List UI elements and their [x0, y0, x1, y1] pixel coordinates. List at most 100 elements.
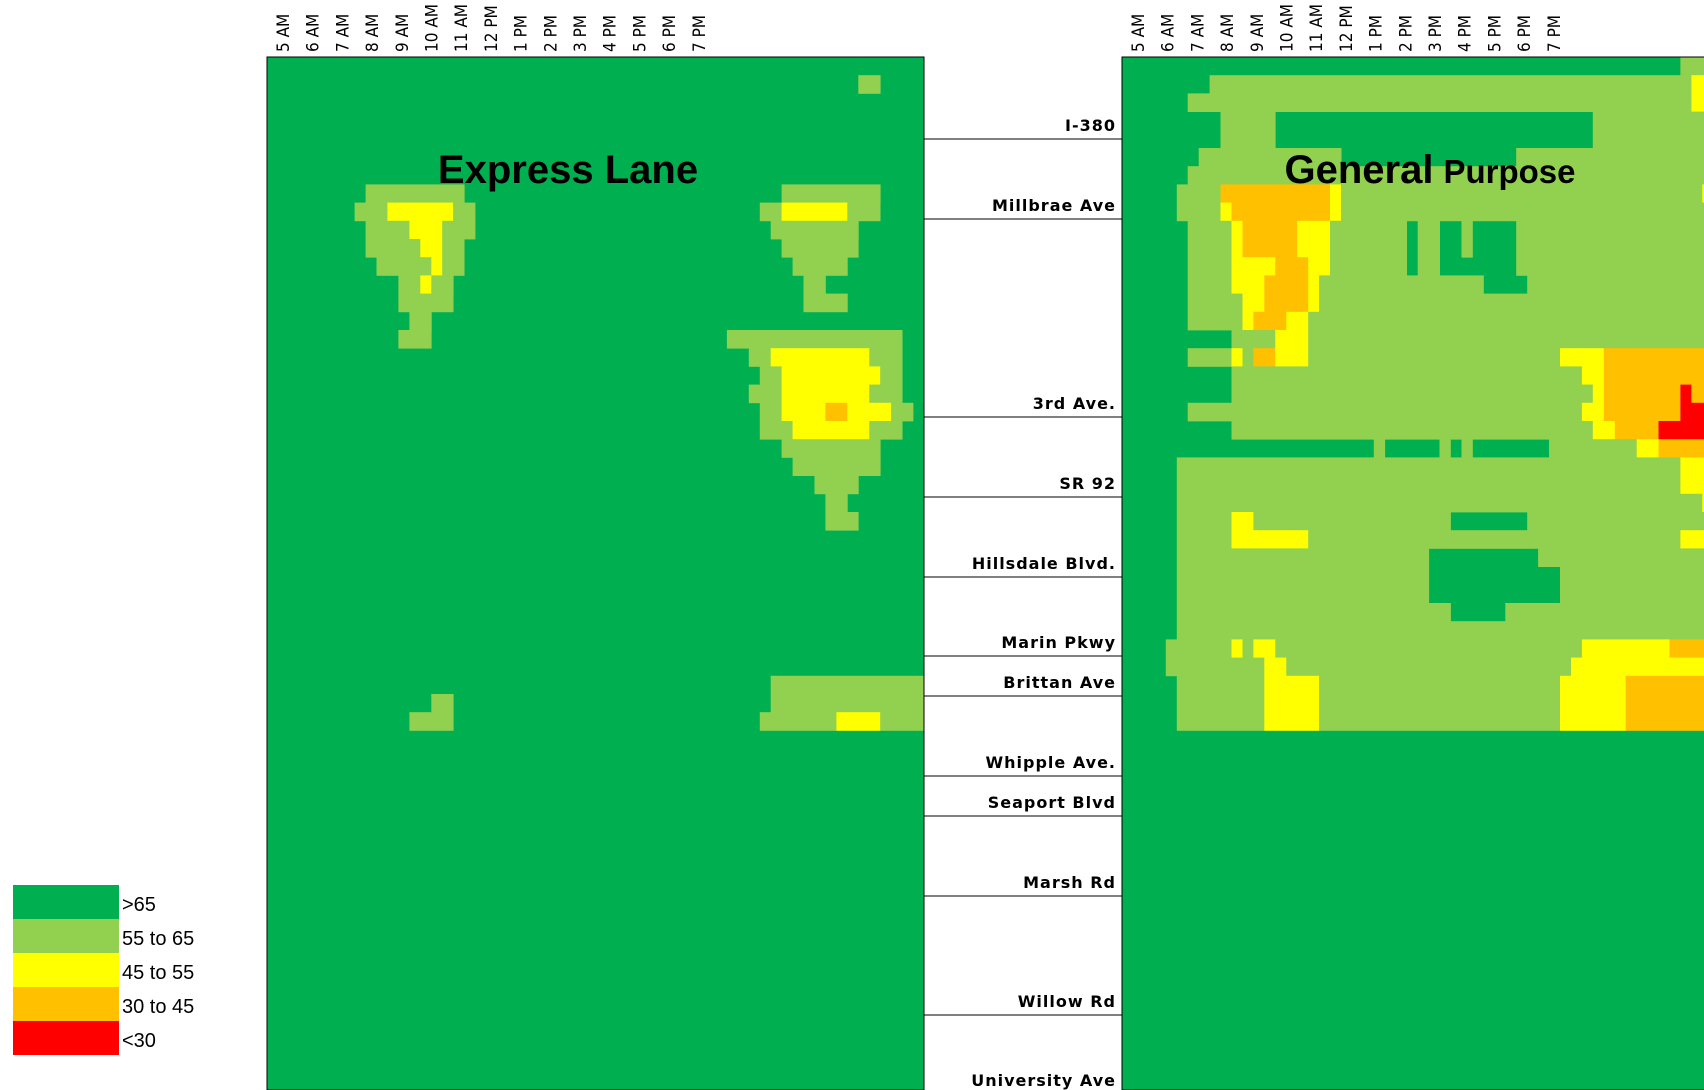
heatmap-cell	[1176, 675, 1265, 695]
heatmap-cell	[1275, 639, 1583, 658]
legend-label: >65	[122, 894, 156, 916]
heatmap-cell	[1253, 512, 1451, 531]
heatmap-cell	[1275, 257, 1309, 276]
heatmap-cell	[1560, 584, 1704, 604]
general-purpose-panel: 5 AM 6 AM 7 AM 8 AM 9 AM 10 AM 11 AM 12 PM 1 PM 2…	[1121, 4, 1704, 1090]
heatmap-cell	[1680, 57, 1704, 76]
panel-title-bold: Express Lane	[438, 148, 698, 192]
heatmap-cell	[1603, 384, 1681, 404]
time-tick-label: 10 AM	[1278, 4, 1298, 52]
heatmap-cell	[814, 475, 859, 495]
legend-label: <30	[122, 1030, 156, 1052]
panel-border	[1121, 56, 1704, 1090]
heatmap-cell	[1527, 512, 1704, 531]
heatmap-cell	[836, 712, 881, 731]
heatmap-cell	[1560, 694, 1627, 713]
time-tick-label: 6 PM	[660, 15, 680, 52]
heatmap-cell	[1308, 257, 1331, 276]
time-tick-label: 8 AM	[363, 14, 383, 52]
heatmap-cell	[1231, 202, 1331, 222]
heatmap-cell	[792, 257, 848, 276]
segment-label: I-380	[1065, 116, 1116, 135]
heatmap-cell	[1231, 639, 1243, 658]
heatmap-cell	[365, 239, 421, 258]
time-tick-label: 6 AM	[304, 14, 324, 52]
heatmap-cell	[1264, 712, 1320, 731]
heatmap-cell	[1231, 257, 1276, 276]
heatmap-cell	[453, 202, 476, 222]
heatmap-cell	[1308, 330, 1704, 349]
heatmap-cell	[847, 402, 892, 422]
segment-label: Brittan Ave	[1003, 673, 1116, 692]
heatmap-cell	[1176, 621, 1704, 640]
time-tick-label: 7 PM	[690, 15, 710, 52]
heatmap-cell	[1505, 603, 1704, 622]
heatmap-cell	[420, 275, 432, 294]
heatmap-cell	[770, 348, 870, 367]
heatmap-cell	[1417, 220, 1440, 240]
heatmap-cell	[1209, 75, 1692, 94]
heatmap-cell	[1187, 166, 1704, 185]
heatmap-cell	[759, 366, 783, 385]
segment-label: Millbrae Ave	[992, 196, 1116, 215]
segment-label: 3rd Ave.	[1033, 394, 1116, 413]
heatmap-cell	[759, 202, 783, 222]
time-tick-label: 10 AM	[423, 4, 443, 52]
heatmap-cell	[1516, 220, 1704, 240]
heatmap-cell	[1264, 657, 1287, 677]
heatmap-cell	[891, 402, 914, 422]
time-tick-label: 3 PM	[571, 15, 591, 52]
heatmap-cell	[354, 202, 388, 222]
heatmap-cell	[1220, 129, 1276, 149]
heatmap-cell	[1187, 239, 1232, 258]
time-tick-label: 5 PM	[630, 15, 650, 52]
heatmap-cell	[442, 220, 476, 240]
heatmap-cell	[442, 257, 465, 276]
heatmap-cell	[1461, 220, 1473, 240]
heatmap-cell	[1308, 348, 1561, 367]
time-tick-label: 1 PM	[512, 15, 532, 52]
heatmap-cell	[1187, 275, 1232, 294]
heatmap-cell	[1592, 384, 1605, 404]
heatmap-cell	[1417, 257, 1440, 276]
heatmap-cell	[1330, 202, 1342, 222]
heatmap-cell	[869, 421, 903, 440]
heatmap-cell	[1702, 184, 1704, 203]
time-tick-label: 6 AM	[1159, 14, 1179, 52]
panel-title: Express Lane	[438, 148, 698, 192]
legend-swatch	[13, 885, 119, 919]
heatmap-cell	[409, 712, 454, 731]
heatmap-cell	[1297, 220, 1331, 240]
heatmap-cell	[1581, 402, 1605, 422]
heatmap-cell	[398, 330, 432, 349]
legend-swatch	[13, 919, 119, 953]
heatmap-cell	[1330, 220, 1407, 240]
heatmap-cell	[1176, 202, 1221, 222]
heatmap-cell	[1176, 530, 1232, 549]
heatmap-cell	[1231, 421, 1594, 440]
express-lane-panel: 5 AM 6 AM 7 AM 8 AM 9 AM 10 AM 11 AM 12 PM 1 PM 2…	[266, 4, 925, 1090]
heatmap-cell	[1308, 275, 1320, 294]
time-tick-label: 7 AM	[333, 14, 353, 52]
heatmap-cell	[1373, 439, 1386, 458]
heatmap-cell	[1253, 348, 1276, 367]
time-tick-label: 5 AM	[1129, 14, 1149, 52]
time-tick-label: 8 AM	[1218, 14, 1238, 52]
heatmap-cell	[1603, 348, 1704, 367]
panel-title-bold: General	[1284, 148, 1433, 192]
heatmap-cell	[1220, 202, 1232, 222]
time-tick-label: 2 PM	[541, 15, 561, 52]
heatmap-cell	[759, 421, 793, 440]
heatmap-cell	[1308, 311, 1704, 331]
heatmap-cell	[1176, 566, 1430, 586]
heatmap-cell	[1680, 384, 1692, 404]
heatmap-cell	[376, 257, 432, 276]
heatmap-cell	[1319, 293, 1704, 313]
heatmap-cell	[781, 202, 848, 222]
heatmap-cell	[1187, 220, 1232, 240]
heatmap-cell	[1253, 311, 1287, 331]
heatmap-cell	[1165, 639, 1232, 658]
heatmap-cell	[1264, 694, 1320, 713]
heatmap-cell	[442, 239, 465, 258]
heatmap-cell	[1231, 348, 1243, 367]
